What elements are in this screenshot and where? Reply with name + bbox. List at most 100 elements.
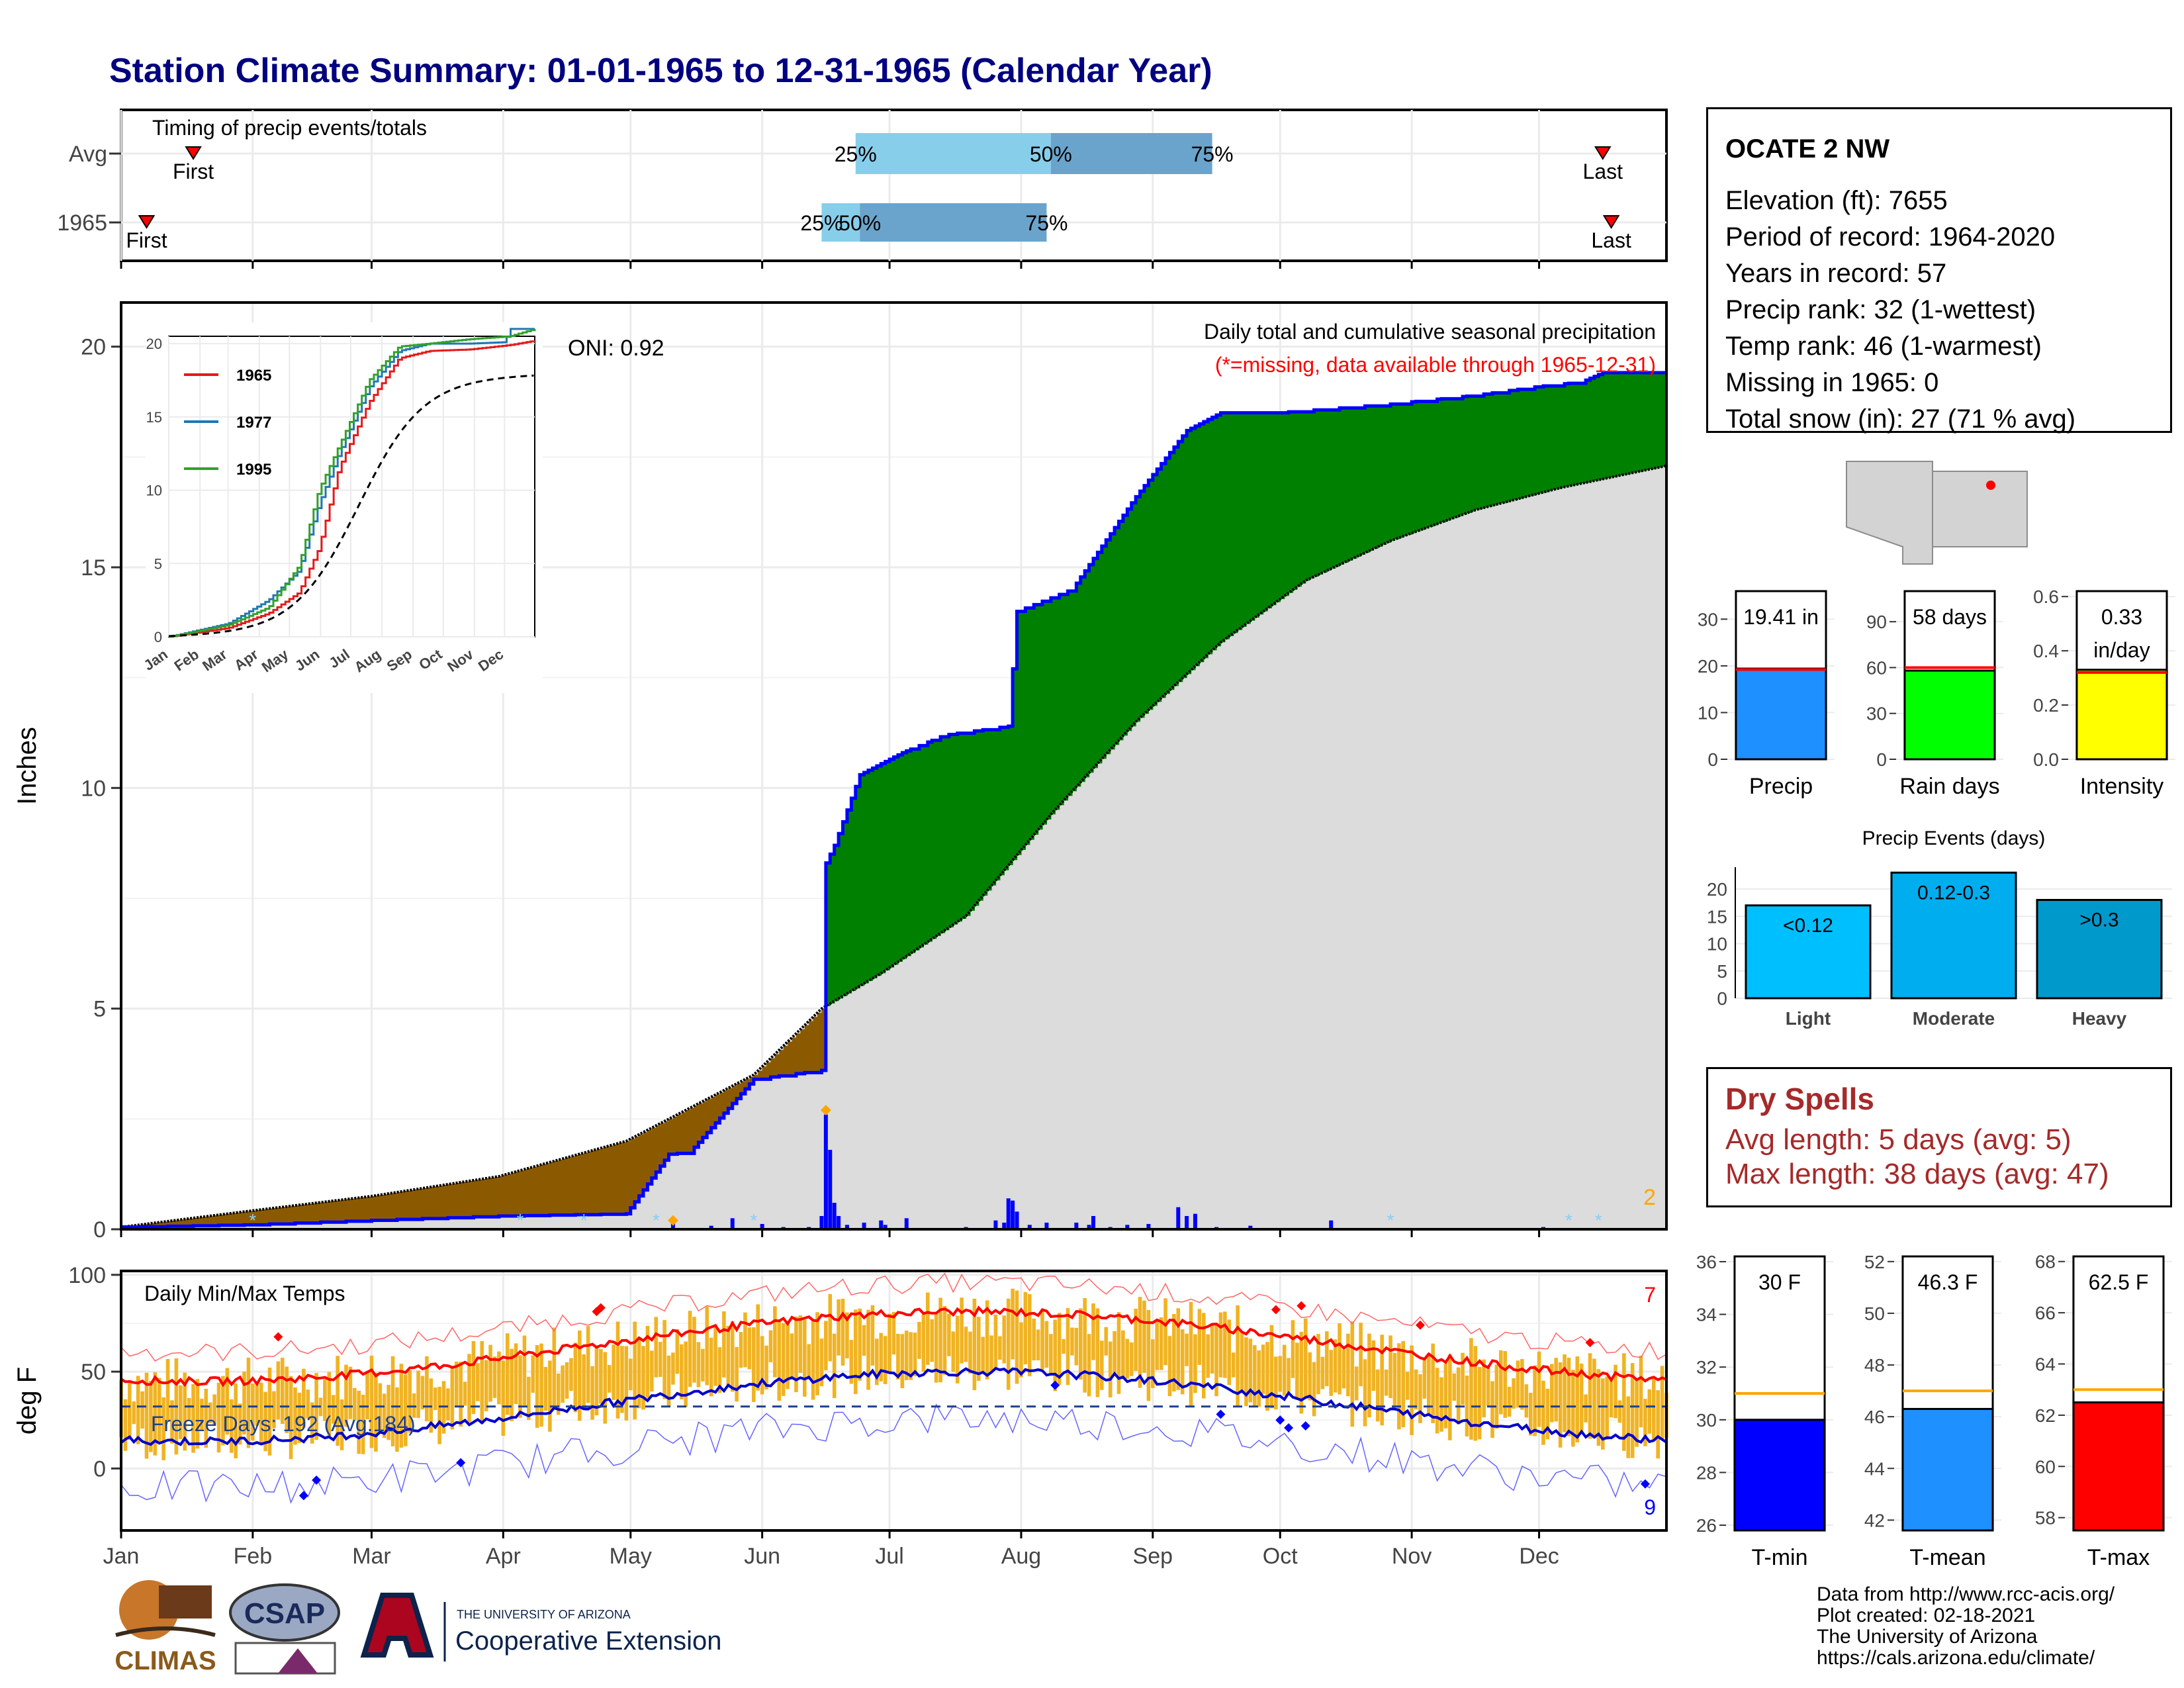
below-normal-fill [308,1203,313,1223]
daily-temp-range-bar [862,1325,866,1356]
daily-temp-range-bar [234,1383,238,1459]
temp-summary-2-value-label: 62.5 F [2089,1270,2149,1294]
avg-max-temp-line [120,1305,1667,1387]
below-normal-fill [686,1110,691,1154]
daily-temp-range-bar [267,1367,272,1456]
precip-summary-bars: 0 10 20 30 19.41 in Precip 0 30 60 90 58 days Rain … [1698,586,2175,799]
above-normal-fill [872,768,878,978]
daily-temp-range-bar [1469,1338,1473,1440]
above-normal-fill [923,745,929,945]
below-normal-fill [163,1221,169,1227]
daily-temp-range-bar [722,1311,726,1378]
above-normal-fill [999,727,1005,876]
daily-temp-range-bar [573,1342,578,1413]
month-axis-label: Apr [486,1544,521,1569]
daily-temp-range-bar [1138,1297,1142,1388]
daily-temp-range-bar [1244,1337,1248,1407]
daily-temp-range-bar [522,1335,527,1406]
above-normal-fill [1496,393,1502,504]
temp-summary-0-ytick-label: 26 [1696,1515,1717,1536]
above-normal-fill [855,786,860,989]
below-normal-fill [316,1203,322,1223]
temp-summary-0-ytick-label: 28 [1696,1462,1717,1483]
above-normal-fill [1416,401,1421,532]
events-bar-light [1745,904,1872,1000]
daily-temp-range-bar [1392,1352,1397,1411]
precip-ytick-label: 20 [81,335,106,360]
above-normal-fill [1569,383,1574,487]
inset-year-line [169,328,536,638]
timing-first-label: First [126,228,167,252]
daily-precip-bar [819,1216,824,1229]
below-normal-fill [621,1142,627,1215]
above-normal-fill [915,749,920,951]
below-normal-fill [486,1178,491,1217]
above-normal-fill [1326,410,1332,571]
daily-temp-range-bar [454,1362,459,1407]
daily-precip-bar [844,1225,849,1229]
daily-temp-range-bar [518,1355,522,1418]
above-normal-fill [987,729,992,891]
daily-temp-range-bar [221,1376,225,1446]
above-normal-fill [1479,396,1484,509]
below-normal-fill [461,1182,466,1218]
month-axis-label: Jan [103,1544,140,1569]
precip-summary-2-ytick-label: 0.0 [2033,749,2059,770]
daily-temp-range-bar [1053,1319,1058,1391]
below-normal-fill [320,1202,326,1223]
daily-temp-range-bar [1473,1346,1478,1441]
daily-temp-range-bar [1023,1291,1028,1365]
daily-temp-range-bar [985,1300,989,1380]
above-normal-fill [889,759,895,968]
below-normal-fill [694,1105,700,1147]
daily-temp-range-bar [1193,1334,1197,1393]
record-low-marker [1275,1415,1285,1425]
below-normal-fill [643,1132,649,1190]
daily-precip-bar [1185,1216,1189,1229]
above-normal-fill [1484,394,1489,508]
record-low-marker [1284,1423,1294,1432]
daily-temp-range-bar [331,1395,336,1424]
below-normal-fill [596,1149,602,1215]
below-normal-fill [273,1207,279,1224]
precip-summary-0-bar [1735,667,1827,761]
daily-temp-range-bar [607,1365,612,1393]
station-name: OCATE 2 NW [1725,134,1890,164]
daily-temp-range-bar [446,1388,450,1421]
temp-summary-0-value-label: 30 F [1758,1270,1801,1294]
month-axis-label: Jul [875,1544,903,1569]
below-normal-fill [405,1191,410,1220]
above-normal-fill [1615,373,1621,477]
daily-temp-range-bar [1431,1343,1435,1423]
below-normal-fill [176,1220,181,1227]
above-normal-fill [1340,408,1345,565]
daily-temp-range-bar [794,1316,798,1393]
month-axis-label: Sep [1133,1544,1173,1569]
below-normal-fill [214,1215,220,1226]
daily-temp-range-bar [390,1356,395,1446]
dry-spells-avg-length: Avg length: 5 days (avg: 5) [1725,1123,2071,1156]
below-normal-fill [338,1200,343,1223]
record-low-marker [1640,1479,1650,1489]
events-ytick-label: 5 [1717,961,1727,982]
above-normal-fill [1064,594,1069,801]
daily-temp-range-bar [1223,1311,1227,1378]
below-normal-fill [392,1193,398,1221]
above-normal-fill [1199,424,1205,663]
daily-temp-range-bar [896,1333,900,1380]
daily-temp-range-bar [1002,1315,1007,1364]
daily-temp-range-bar [344,1364,348,1427]
above-normal-fill [1505,393,1510,502]
below-normal-fill [167,1221,173,1227]
daily-temp-range-bar [811,1321,815,1400]
timing-p50-label: 50% [1030,142,1072,166]
daily-temp-range-bar [1282,1344,1287,1396]
daily-temp-range-bar [1605,1376,1609,1440]
daily-temp-range-bar [539,1343,543,1427]
precip-summary-0-value-label: 19.41 in [1743,605,1819,629]
timing-first-label: First [173,160,214,183]
daily-temp-range-bar [934,1313,938,1383]
precip-summary-0-ytick-label: 0 [1707,749,1718,770]
temp-summary-0-bar [1733,1419,1826,1532]
daily-temp-range-bar [476,1363,480,1401]
